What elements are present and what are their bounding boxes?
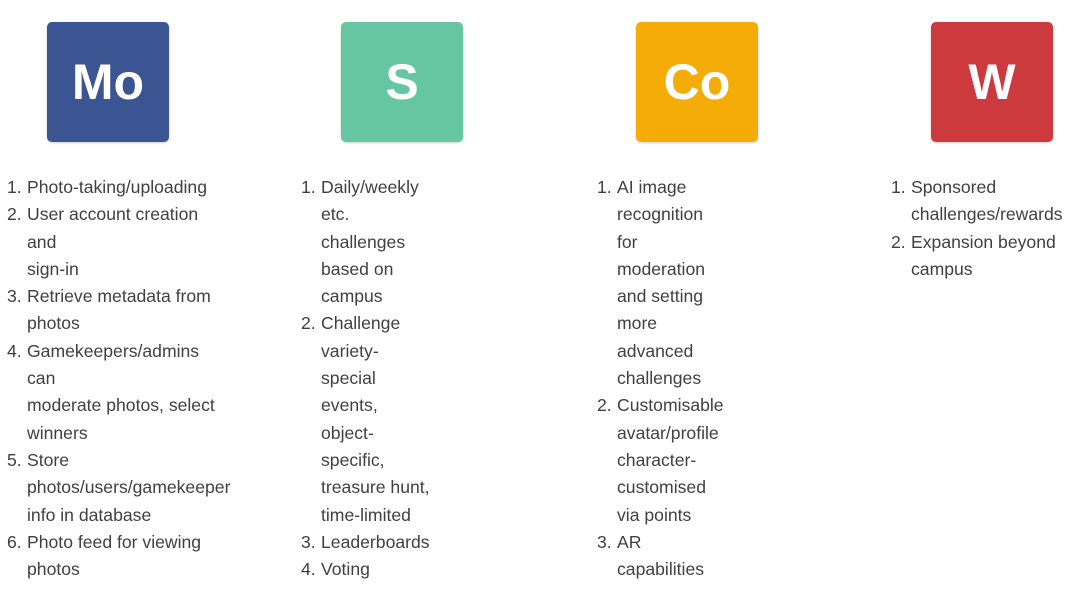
list-item: 1. Sponsored challenges/rewards <box>891 177 1063 225</box>
list-item: 4.Voting system for usersto vote for pho… <box>301 559 402 589</box>
list-item: 2. User account creation and sign-in <box>7 204 199 279</box>
list-item: 2. Customisable avatar/profile character-c… <box>597 395 724 525</box>
list-item: 3. Leaderboards <box>301 531 430 552</box>
must-tile: Mo <box>47 22 169 142</box>
list-item: 1. Photo-taking/uploading <box>7 177 207 197</box>
list-item: 2. Expansion beyond campus <box>891 231 1056 279</box>
list-item: 2. Challenge variety-special events, obje… <box>301 313 430 525</box>
could-tile: Co <box>636 22 758 142</box>
list-item: 3. AR capabilities <box>597 531 705 580</box>
should-list: 1. Daily/weekly etc. challenges based on ca… <box>301 174 430 589</box>
list-item: 1. Daily/weekly etc. challenges based on ca… <box>301 177 419 307</box>
wont-tile: W <box>931 22 1053 142</box>
list-item: 3. Retrieve metadata from photos <box>7 286 211 334</box>
list-item: 1. AI image recognition for moderation and… <box>597 177 706 389</box>
list-item: 4. Gamekeepers/admins can moderate photos,… <box>7 340 215 443</box>
should-tile: S <box>341 22 463 142</box>
could-list: 1. AI image recognition for moderation and… <box>597 174 724 589</box>
wont-list: 1. Sponsored challenges/rewards 2. Expansio… <box>891 174 1063 283</box>
list-item: 7.A photo challenge andscoring system <box>7 583 230 589</box>
list-item: 6. Photo feed for viewing photos <box>7 531 202 580</box>
must-list: 1. Photo-taking/uploading 2. User account … <box>7 174 230 589</box>
list-item: 5. Store photos/users/gamekeeper info in da… <box>7 449 231 525</box>
list-item: 4.Team events <box>597 583 724 589</box>
